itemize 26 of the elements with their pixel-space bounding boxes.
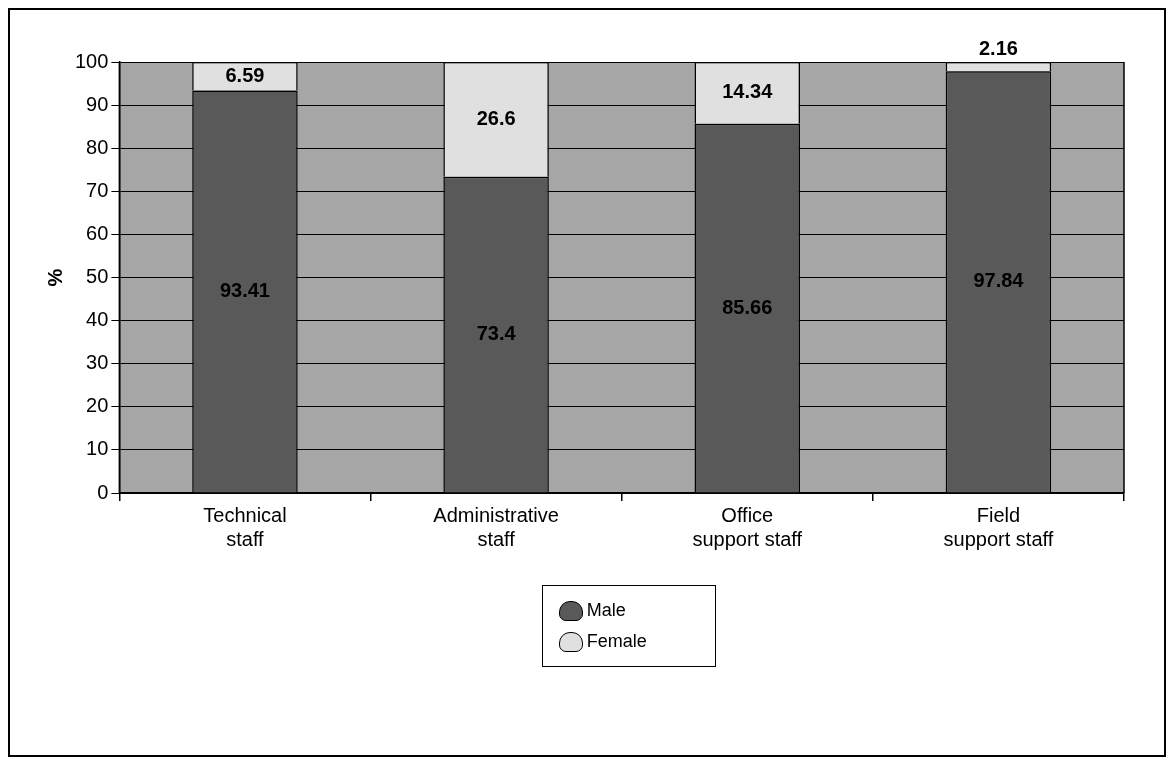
y-tick-label: 80 — [86, 135, 109, 158]
x-tick-label: Technical staff — [203, 503, 287, 550]
x-tick-label: Field support staff — [943, 503, 1054, 550]
x-tick-label: Administrative staff — [433, 503, 559, 550]
data-label: 14.34 — [722, 80, 774, 103]
data-label: 85.66 — [722, 295, 773, 318]
y-tick-label: 30 — [86, 351, 109, 374]
data-label: 97.84 — [973, 269, 1025, 292]
y-tick-label: 0 — [97, 480, 109, 503]
y-tick-label: 10 — [86, 437, 109, 460]
data-label: 6.59 — [225, 63, 265, 86]
y-tick-label: 50 — [86, 265, 109, 288]
data-label: 2.16 — [978, 36, 1018, 59]
y-tick-label: 40 — [86, 308, 109, 331]
data-label: 93.41 — [219, 278, 270, 301]
y-tick-label: 20 — [86, 394, 109, 417]
y-tick-label: 60 — [86, 221, 109, 244]
data-label: 73.4 — [476, 322, 517, 345]
data-label: 26.6 — [476, 106, 516, 129]
legend-label: Female — [586, 631, 647, 652]
y-tick-label: 100 — [74, 49, 109, 72]
legend-label: Male — [586, 600, 626, 621]
x-tick-label: Office support staff — [692, 503, 803, 550]
y-tick-label: 90 — [86, 92, 109, 115]
y-tick-label: 70 — [86, 178, 109, 201]
y-axis-title: % — [43, 268, 66, 287]
